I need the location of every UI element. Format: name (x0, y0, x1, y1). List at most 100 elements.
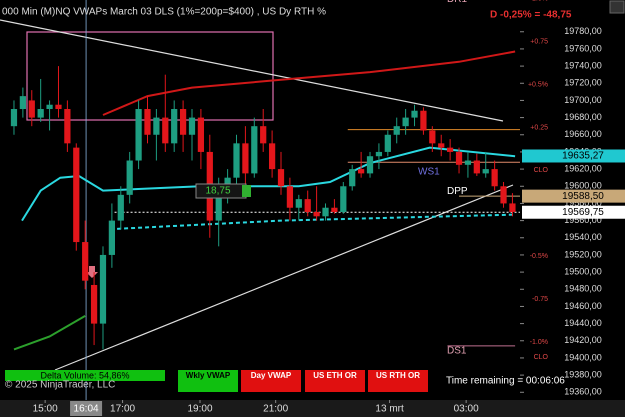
pivot-label: DR1 (447, 0, 467, 5)
candle-body (349, 169, 356, 187)
candle-body (82, 242, 89, 281)
candle-body (46, 104, 53, 110)
candle-body (90, 284, 98, 324)
pivot-label: DS1 (447, 346, 467, 357)
y-tick-label: 19440,00 (564, 318, 602, 328)
button-label[interactable]: Wkly VWAP (186, 371, 231, 380)
price-marker-label: 19588,50 (562, 191, 604, 202)
drawn-box (26, 31, 274, 121)
button-label[interactable]: US ETH OR (313, 371, 357, 380)
y-tick-label: 19700,00 (564, 95, 602, 105)
candle-body (447, 147, 454, 152)
pivot-label: DPP (447, 186, 468, 197)
signal-arrow (86, 266, 98, 278)
delta-volume-bar[interactable] (5, 370, 165, 381)
level-label: -0.5% (530, 253, 548, 260)
measure-flag (242, 185, 251, 197)
button[interactable] (241, 370, 301, 392)
y-tick-label: 19740,00 (564, 60, 602, 70)
y-tick-label: 19480,00 (564, 284, 602, 294)
price-marker (522, 149, 625, 163)
y-tick-label: 19620,00 (564, 163, 602, 173)
candle-body (366, 156, 374, 174)
candle-body (429, 130, 436, 144)
x-tick-label: 17:00 (110, 404, 135, 415)
candle-body (500, 186, 507, 204)
candle-body (411, 110, 418, 118)
candle-body (171, 109, 178, 144)
candle-body (482, 169, 489, 174)
price-marker (522, 189, 625, 203)
measure-label: 18,75 (205, 186, 230, 197)
candle-body (153, 117, 160, 135)
candle-body (28, 100, 35, 118)
candle-body (464, 160, 472, 165)
y-tick-label: 19360,00 (564, 387, 602, 397)
level-label: +0.25 (530, 124, 548, 131)
candle-body (438, 143, 445, 148)
cursor-label: 16:04 (74, 404, 99, 415)
indicator-line (110, 213, 516, 231)
candle-body (295, 199, 302, 208)
candle-body (224, 177, 231, 187)
candle-body (99, 254, 107, 324)
candle-body (64, 109, 71, 144)
candle-body (268, 143, 276, 170)
candle-body (162, 117, 169, 144)
level-label: CLO (534, 354, 549, 361)
candle-body (331, 207, 338, 213)
button-label[interactable]: US RTH OR (376, 371, 420, 380)
candle-body (393, 126, 400, 135)
candle-body (126, 160, 133, 195)
level-label: -0.75 (532, 296, 548, 303)
candle-body (233, 143, 240, 178)
candle-body (455, 151, 463, 165)
level-label: +0.75 (530, 38, 548, 45)
x-tick-label: 03:00 (454, 404, 479, 415)
candle-body (144, 109, 151, 135)
y-tick-label: 19420,00 (564, 335, 602, 345)
pivot-label: WS1 (418, 166, 440, 177)
candle-body (10, 109, 18, 127)
candle-body (37, 109, 44, 118)
candle-body (304, 199, 311, 213)
y-tick-label: 19680,00 (564, 112, 602, 122)
button[interactable] (178, 370, 238, 392)
y-tick-label: 19380,00 (564, 369, 602, 379)
menu-button[interactable] (609, 0, 625, 14)
candle-body (215, 186, 222, 221)
indicator-line (102, 50, 516, 116)
candle-body (509, 203, 516, 213)
day-change: D -0,25% = -48,75 (490, 10, 572, 21)
candle-body (375, 151, 383, 157)
price-marker (522, 205, 625, 219)
candle-body (135, 109, 142, 161)
candle-body (491, 169, 498, 187)
y-tick-label: 19500,00 (564, 266, 602, 276)
indicator-line (21, 146, 516, 222)
y-tick-label: 19540,00 (564, 232, 602, 242)
chart-title: 000 Min (M)NQ VWAPs March 03 DLS (1%=200… (2, 7, 326, 18)
button[interactable] (305, 370, 365, 392)
candle-body (55, 104, 62, 110)
indicator-line (13, 315, 86, 351)
button-label[interactable]: Delta Volume: 54,86% (40, 370, 129, 380)
candle-body (313, 212, 320, 217)
candle-body (19, 96, 26, 110)
candle-body (340, 186, 347, 213)
candle-body (277, 169, 285, 187)
candle-body (358, 169, 365, 174)
button[interactable] (368, 370, 428, 392)
time-remaining: Time remaining = 00:06:06 (446, 376, 565, 387)
x-axis-bar (0, 400, 625, 417)
level-label: CLO (534, 167, 549, 174)
candle-body (73, 147, 80, 243)
candle-body (322, 207, 329, 217)
cursor-box (70, 401, 103, 416)
price-marker-label: 19635,27 (562, 151, 604, 162)
candle-body (117, 194, 124, 221)
button-label[interactable]: Day VWAP (251, 371, 292, 380)
y-tick-label: 19460,00 (564, 301, 602, 311)
y-tick-label: 19520,00 (564, 249, 602, 259)
